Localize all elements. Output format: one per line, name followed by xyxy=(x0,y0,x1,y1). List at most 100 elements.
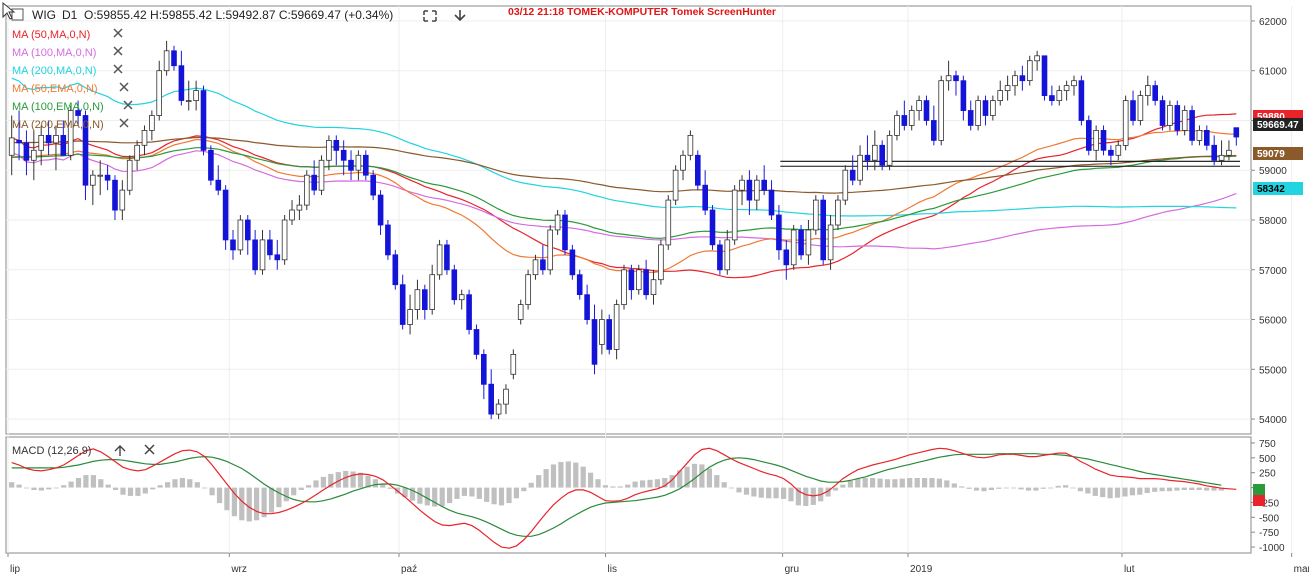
candle-up xyxy=(650,279,657,296)
y-tick-label: 59000 xyxy=(1259,166,1287,177)
candle-up xyxy=(1115,144,1122,156)
chart-header: WIG D1 O:59855.42 H:59855.42 L:59492.87 … xyxy=(2,1,776,22)
candle-up xyxy=(857,154,863,181)
grid-lines xyxy=(6,6,1293,553)
x-tick-label: wrz xyxy=(230,564,247,575)
indicator-label: MA (50,MA,0,N) xyxy=(12,29,90,41)
candle-up xyxy=(975,100,981,126)
macd-histogram-bar xyxy=(565,461,571,488)
candle-down xyxy=(628,269,635,291)
macd-histogram-bar xyxy=(654,479,660,488)
candle-up xyxy=(813,199,819,231)
macd-histogram-bar xyxy=(870,478,876,488)
macd-histogram-bar xyxy=(743,487,750,495)
download-arrow-icon[interactable] xyxy=(454,10,466,22)
candle-down xyxy=(466,294,472,330)
candle-down xyxy=(267,239,273,256)
macd-histogram-bar xyxy=(261,487,267,518)
macd-histogram-bar xyxy=(899,478,905,488)
macd-signal-tag xyxy=(1253,484,1265,495)
fullscreen-icon[interactable] xyxy=(423,10,437,22)
candle-down xyxy=(1130,100,1136,121)
candle-up xyxy=(805,229,812,256)
remove-indicator-icon[interactable] xyxy=(119,118,129,128)
candle-up xyxy=(724,239,731,271)
candle-down xyxy=(643,269,649,296)
macd-histogram-bar xyxy=(595,479,601,488)
macd-histogram-bar xyxy=(476,487,482,499)
candle-down xyxy=(333,139,340,151)
candle-up xyxy=(894,115,900,136)
macd-histogram-bar xyxy=(506,487,512,504)
candle-up xyxy=(665,199,672,246)
macd-histogram-bar xyxy=(343,470,349,488)
candle-up xyxy=(1004,85,1011,91)
candle-down xyxy=(783,249,790,266)
macd-histogram-bar xyxy=(1152,487,1158,492)
candle-down xyxy=(230,239,236,251)
macd-histogram-bar xyxy=(795,487,801,506)
macd-histogram-bar xyxy=(543,469,549,488)
macd-histogram-bar xyxy=(1011,487,1017,489)
macd-histogram-bar xyxy=(781,487,787,499)
candle-up xyxy=(886,134,893,166)
macd-histogram-bar xyxy=(758,487,764,498)
candle-down xyxy=(480,353,487,385)
candle-down xyxy=(178,65,185,101)
symbol-label: WIG xyxy=(32,8,56,22)
price-tag-label: 59880 xyxy=(1257,112,1285,123)
candle-up xyxy=(458,294,465,301)
macd-panel[interactable] xyxy=(5,436,1252,554)
candle-down xyxy=(1078,80,1085,121)
macd-collapse-icon[interactable] xyxy=(114,445,126,456)
remove-indicator-icon[interactable] xyxy=(119,82,129,92)
candle-down xyxy=(104,174,111,181)
candle-down xyxy=(1086,120,1092,151)
remove-indicator-icon[interactable] xyxy=(113,46,123,56)
candle-up xyxy=(916,100,922,111)
candle-up xyxy=(355,154,362,171)
candle-up xyxy=(303,174,310,206)
macd-histogram-bar xyxy=(788,487,794,502)
candle-up xyxy=(1167,105,1173,126)
macd-histogram-bar xyxy=(350,471,356,488)
x-tick-label: 2019 xyxy=(910,564,933,575)
macd-histogram-bar xyxy=(231,487,237,517)
candle-up xyxy=(636,269,642,291)
candle-up xyxy=(872,144,878,161)
macd-y-tick-label: 250 xyxy=(1259,469,1276,480)
candle-up xyxy=(259,239,266,271)
candle-up xyxy=(554,214,561,231)
indicator-legend: MA (50,MA,0,N) MA (100,MA,0,N) MA (200,MA,… xyxy=(12,28,133,131)
macd-histogram-bar xyxy=(558,462,564,488)
macd-histogram-bar xyxy=(877,478,883,488)
macd-indicator xyxy=(9,447,1237,549)
candle-up xyxy=(289,209,295,221)
macd-histogram-bar xyxy=(127,487,134,496)
remove-indicator-icon[interactable] xyxy=(113,28,123,38)
candle-down xyxy=(695,154,701,186)
macd-histogram-bar xyxy=(573,462,579,488)
macd-histogram-bar xyxy=(1107,487,1113,499)
macd-close-icon[interactable] xyxy=(144,444,155,455)
indicator-label: MA (100,MA,0,N) xyxy=(12,47,96,59)
indicator-label: MA (100,EMA,0,N) xyxy=(12,101,104,113)
time-axis: lip wrz paź lis gru 2019 lut mar xyxy=(7,553,1309,575)
macd-histogram-bar xyxy=(357,472,364,488)
macd-histogram-bar xyxy=(1003,487,1009,489)
candle-up xyxy=(1137,95,1144,121)
candle-down xyxy=(488,383,494,415)
macd-histogram-bar xyxy=(224,487,230,511)
remove-indicator-icon[interactable] xyxy=(123,100,133,110)
macd-histogram-bar xyxy=(1166,487,1173,492)
candle-down xyxy=(1211,144,1218,161)
macd-histogram-bar xyxy=(454,487,460,499)
candle-up xyxy=(613,304,620,350)
macd-histogram-bar xyxy=(1196,487,1202,490)
macd-histogram-bar xyxy=(380,483,386,488)
remove-indicator-icon[interactable] xyxy=(113,64,123,74)
macd-histogram-bar xyxy=(521,487,527,492)
crosshair-toggle-icon[interactable] xyxy=(11,8,24,21)
macd-histogram-bar xyxy=(959,486,965,488)
